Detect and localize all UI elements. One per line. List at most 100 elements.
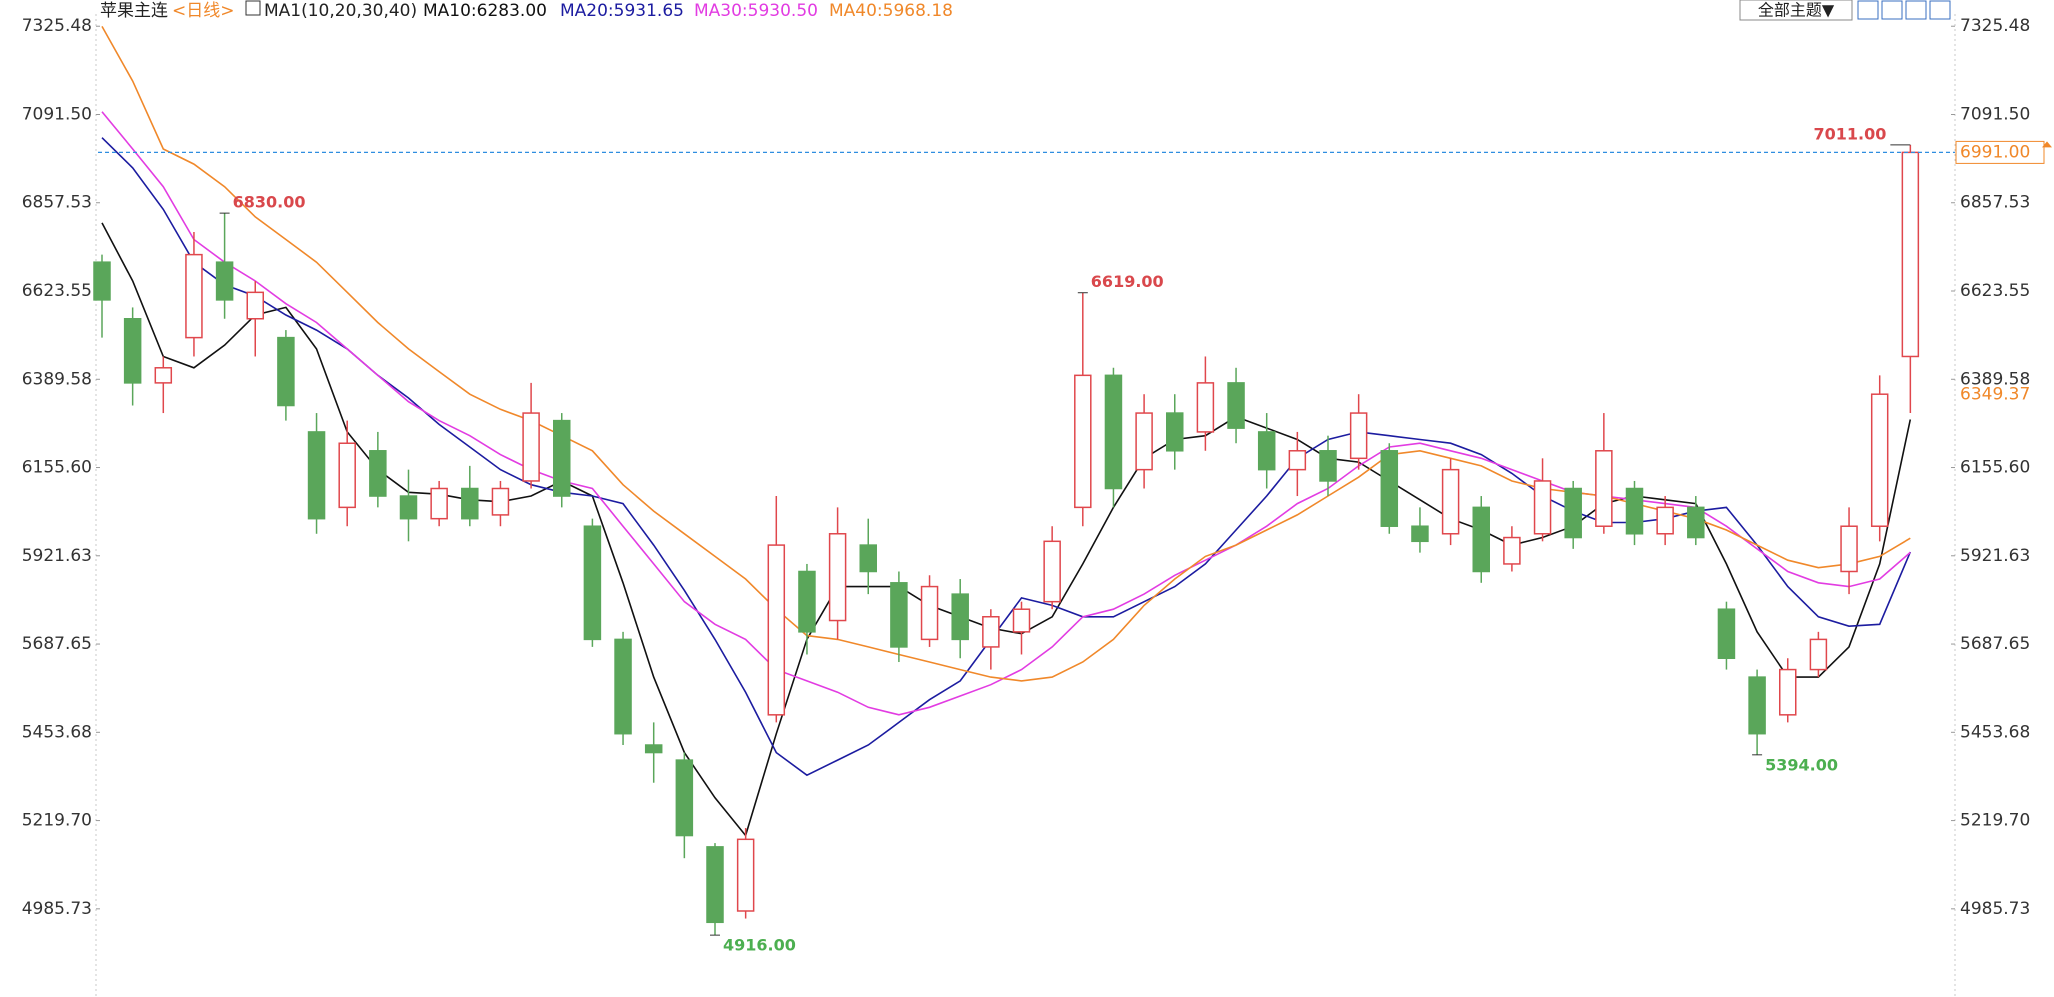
- candle-body: [1564, 487, 1582, 539]
- candle-body: [1625, 487, 1644, 535]
- y-tick-label-right: 5453.68: [1960, 722, 2030, 742]
- candle-body: [1503, 536, 1521, 565]
- candle-body: [338, 442, 356, 509]
- candle-body: [246, 291, 264, 320]
- candle-body: [1533, 480, 1552, 535]
- candle-body: [706, 846, 724, 924]
- candle-body: [1809, 638, 1828, 671]
- candle-body: [859, 544, 877, 573]
- candle-body: [798, 570, 816, 633]
- y-tick-label: 4985.73: [22, 899, 92, 919]
- candle-body: [1472, 506, 1490, 573]
- candle-body: [1135, 412, 1153, 471]
- legend-entry: MA20:5931.65: [560, 1, 684, 21]
- candle-body: [399, 495, 418, 520]
- candle-body: [920, 585, 939, 641]
- candle-body: [1840, 525, 1858, 573]
- y-tick-label: 7325.48: [22, 16, 92, 36]
- candle-body: [154, 367, 173, 384]
- candle-body: [1717, 608, 1736, 660]
- candle-body: [736, 838, 755, 912]
- period: <日线>: [172, 1, 235, 21]
- high-label: 6830.00: [233, 193, 306, 212]
- candle-body: [93, 261, 111, 301]
- high-label: 7011.00: [1813, 124, 1886, 143]
- low-label: 4916.00: [723, 936, 796, 955]
- toolbar-icons[interactable]: [1857, 0, 1951, 20]
- last-price-arrow: [2042, 141, 2052, 148]
- last-price-label: 6991.00: [1960, 142, 2030, 162]
- price-marker-label: 6349.37: [1960, 384, 2030, 404]
- candle-body: [215, 261, 234, 301]
- candle-body: [1779, 668, 1797, 716]
- indicator-icon: [245, 0, 261, 16]
- candle-body: [1380, 450, 1399, 527]
- candle-body: [277, 336, 295, 407]
- candle-body: [1257, 431, 1276, 471]
- y-tick-label-right: 6155.60: [1960, 458, 2030, 478]
- y-tick-label: 7091.50: [22, 104, 92, 124]
- low-label: 5394.00: [1765, 755, 1838, 774]
- candle-body: [185, 253, 203, 339]
- candle-body: [1104, 374, 1123, 490]
- y-tick-label-right: 6623.55: [1960, 281, 2030, 301]
- theme-button[interactable]: 全部主题▼: [1758, 1, 1835, 20]
- y-tick-label-right: 7325.48: [1960, 16, 2030, 36]
- legend-entry: MA40:5968.18: [829, 1, 953, 21]
- y-tick-label: 5687.65: [22, 634, 92, 654]
- y-tick-label: 5219.70: [22, 811, 92, 831]
- y-tick-label-right: 6389.58: [1960, 369, 2030, 389]
- legend-entry: MA10:6283.00: [423, 1, 547, 21]
- candle-body: [1227, 382, 1245, 429]
- candle-body: [553, 419, 571, 497]
- candle-body: [675, 759, 694, 837]
- y-tick-label-right: 7091.50: [1960, 104, 2030, 124]
- candle-body: [1901, 151, 1920, 358]
- y-tick-label: 6389.58: [22, 369, 92, 389]
- candle-body: [644, 744, 663, 754]
- candle-body: [1748, 676, 1766, 735]
- y-tick-label-right: 4985.73: [1960, 899, 2030, 919]
- indicator: MA1(10,20,30,40): [264, 1, 417, 21]
- candle-body: [951, 593, 969, 641]
- y-tick-label-right: 5687.65: [1960, 634, 2030, 654]
- candle-body: [307, 431, 326, 520]
- legend-entry: MA30:5930.50: [694, 1, 818, 21]
- y-tick-label: 5921.63: [22, 546, 92, 566]
- candle-body: [1441, 468, 1460, 535]
- candle-body: [1043, 540, 1061, 603]
- candle-body: [461, 487, 479, 520]
- y-tick-label-right: 5219.70: [1960, 811, 2030, 831]
- y-tick-label: 6623.55: [22, 281, 92, 301]
- candle-body: [1656, 506, 1674, 535]
- candle-body: [1196, 382, 1215, 433]
- y-tick-label: 6155.60: [22, 458, 92, 478]
- theme-button-box[interactable]: [1739, 0, 1853, 21]
- candle-body: [1411, 525, 1429, 543]
- candle-body: [1595, 450, 1613, 527]
- candle-body: [123, 318, 142, 384]
- candle-body: [430, 487, 448, 520]
- y-tick-label: 5453.68: [22, 722, 92, 742]
- candle-body: [369, 450, 387, 497]
- candle-body: [1319, 450, 1337, 482]
- candle-body: [767, 544, 786, 716]
- candle-body: [1166, 412, 1184, 452]
- y-tick-label: 6857.53: [22, 193, 92, 213]
- candle-body: [890, 582, 908, 648]
- candle-body: [583, 525, 602, 641]
- candle-body: [522, 412, 540, 482]
- candle-body: [828, 533, 847, 622]
- candle-body: [614, 638, 632, 735]
- candle-body: [491, 487, 510, 516]
- high-label: 6619.00: [1091, 272, 1164, 291]
- candle-body: [1012, 608, 1031, 633]
- y-tick-label-right: 6857.53: [1960, 193, 2030, 213]
- candle-body: [982, 616, 1000, 648]
- candle-body: [1288, 450, 1307, 471]
- candle-body: [1074, 374, 1092, 509]
- candle-body: [1687, 506, 1705, 539]
- title: 苹果主连: [100, 1, 168, 21]
- candle-body: [1870, 393, 1889, 527]
